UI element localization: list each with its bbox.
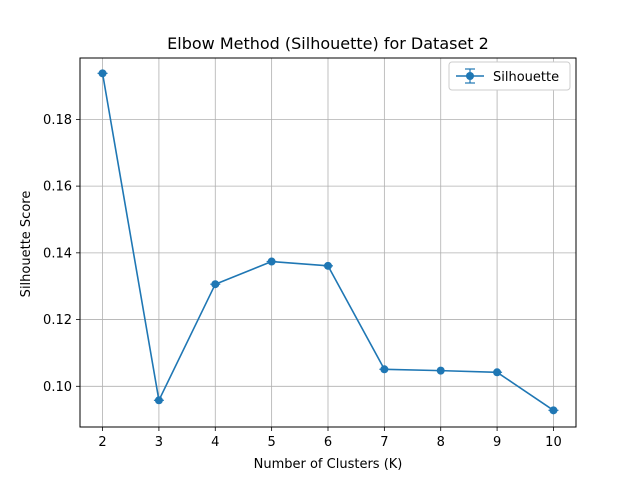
x-tick-label: 5 <box>267 435 275 450</box>
data-point <box>154 396 163 405</box>
x-tick-label: 8 <box>437 435 445 450</box>
legend-label-silhouette: Silhouette <box>493 70 559 85</box>
data-point <box>493 368 502 377</box>
x-axis-ticks: 2 3 4 5 6 7 8 9 10 <box>98 427 562 450</box>
data-point <box>324 261 332 270</box>
data-point <box>98 69 107 78</box>
x-tick-label: 10 <box>545 435 562 450</box>
y-axis-ticks: 0.10 0.12 0.14 0.16 0.18 <box>43 113 80 395</box>
series-layer <box>97 69 559 415</box>
legend-marker-sample <box>466 72 474 80</box>
x-axis-label: Number of Clusters (K) <box>254 457 403 472</box>
chart-title: Elbow Method (Silhouette) for Dataset 2 <box>167 34 489 53</box>
y-tick-label: 0.12 <box>43 313 72 328</box>
data-point <box>436 366 445 375</box>
grid-lines <box>80 58 576 427</box>
y-axis-label: Silhouette Score <box>19 191 34 298</box>
x-tick-label: 2 <box>98 435 106 450</box>
y-tick-label: 0.14 <box>43 246 72 261</box>
legend: Silhouette <box>448 61 571 91</box>
x-tick-label: 9 <box>493 435 501 450</box>
y-tick-label: 0.10 <box>43 380 72 395</box>
x-tick-label: 4 <box>211 435 219 450</box>
data-point <box>380 365 389 374</box>
y-tick-label: 0.16 <box>43 180 72 195</box>
legend-box <box>448 61 571 91</box>
y-tick-label: 0.18 <box>43 113 72 128</box>
data-point <box>549 406 558 415</box>
x-tick-label: 7 <box>380 435 388 450</box>
x-tick-label: 3 <box>155 435 163 450</box>
x-tick-label: 6 <box>324 435 332 450</box>
data-point <box>267 257 276 266</box>
data-point <box>211 280 220 289</box>
